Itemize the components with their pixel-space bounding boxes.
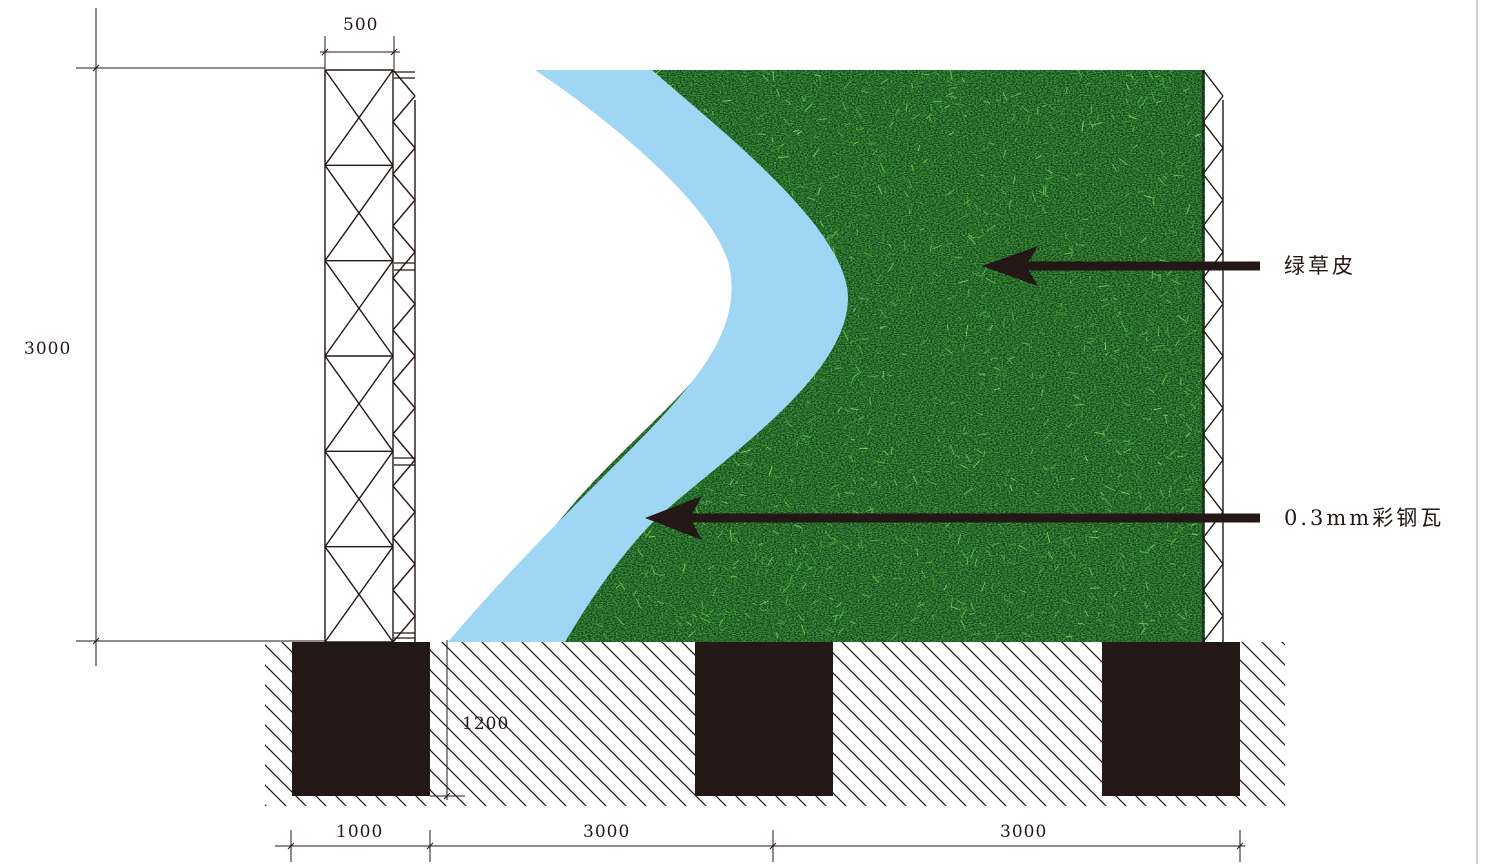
grass-panel: [540, 70, 1205, 642]
dim-wall-height: 3000: [24, 339, 71, 359]
white-area: [415, 70, 739, 642]
arrow-grass-head: [982, 246, 1038, 286]
arrow-steel-head: [645, 496, 702, 540]
dimension-lines: [76, 8, 1245, 862]
page-edge: [1476, 0, 1478, 864]
left-truss-tower: [324, 69, 416, 643]
dim-footing-depth: 1200: [462, 714, 509, 734]
dim-tower-width: 500: [343, 15, 378, 35]
footing-right: [1102, 642, 1240, 796]
footing-middle: [695, 642, 833, 796]
dim-segment-2: 3000: [583, 822, 630, 842]
label-steel-sheet: 0.3mm彩钢瓦: [1284, 506, 1444, 530]
callout-grass: 绿草皮: [982, 246, 1356, 286]
right-truss: [1202, 69, 1224, 643]
steel-sheet-curve: [448, 70, 849, 642]
footings: [292, 642, 1240, 796]
callout-steel-sheet: 0.3mm彩钢瓦: [645, 496, 1444, 540]
footing-left: [292, 642, 430, 796]
dim-segment-1: 1000: [336, 822, 383, 842]
dim-segment-3: 3000: [1000, 822, 1047, 842]
label-grass: 绿草皮: [1284, 254, 1356, 278]
